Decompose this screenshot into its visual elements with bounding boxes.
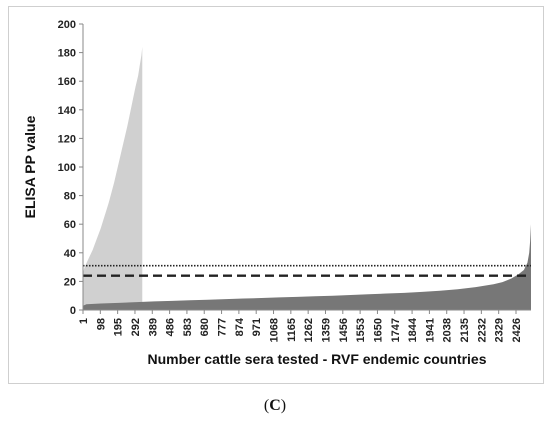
x-tick-label: 2329	[494, 318, 506, 342]
x-tick-label: 1359	[320, 318, 332, 342]
x-tick-label: 486	[165, 318, 177, 336]
x-tick-label: 971	[251, 318, 263, 336]
y-tick-label: 140	[58, 105, 76, 117]
y-tick-label: 100	[58, 162, 76, 174]
x-axis-title: Number cattle sera tested - RVF endemic …	[148, 351, 487, 367]
panel-caption: (C)	[0, 397, 550, 415]
x-tick-label: 1747	[390, 318, 402, 342]
y-tick-label: 120	[58, 133, 76, 145]
x-tick-label: 1456	[338, 318, 350, 342]
y-tick-label: 80	[64, 191, 76, 203]
elisa-pp-chart: 0 20 40 60 80 100 120 140 160 180 200 1 98 195 292 389…	[22, 19, 531, 367]
x-tick-label: 2426	[511, 318, 523, 342]
y-tick-label: 0	[70, 305, 76, 317]
y-tick-label: 200	[58, 19, 76, 31]
x-tick-label: 1	[78, 318, 90, 324]
x-tick-label: 874	[234, 317, 246, 336]
series-area-2	[83, 224, 531, 310]
x-tick-label: 1262	[303, 318, 315, 342]
x-tick-label: 195	[113, 318, 125, 336]
x-tick-label: 1165	[286, 318, 298, 342]
x-tick-label: 2038	[442, 318, 454, 342]
caption-close: )	[280, 397, 287, 414]
x-tick-label: 777	[217, 318, 229, 336]
y-tick-label: 40	[64, 248, 76, 260]
y-tick-label: 60	[64, 219, 76, 231]
x-tick-label: 2135	[459, 318, 471, 342]
x-tick-label: 389	[147, 318, 159, 336]
x-tick-label: 680	[199, 318, 211, 336]
y-tick-label: 180	[58, 48, 76, 60]
series-area-1	[83, 46, 143, 310]
y-tick-label: 160	[58, 76, 76, 88]
y-tick-label: 20	[64, 276, 76, 288]
x-tick-label: 2232	[476, 318, 488, 342]
x-tick-label: 1068	[269, 318, 281, 342]
x-tick-label: 292	[130, 318, 142, 336]
x-tick-label: 583	[182, 318, 194, 336]
x-tick-label: 1553	[355, 318, 367, 342]
x-tick-label: 1844	[407, 317, 419, 342]
x-tick-label: 1941	[424, 318, 436, 342]
caption-open: (	[263, 397, 270, 414]
caption-letter: C	[269, 397, 281, 414]
x-tick-label: 1650	[372, 318, 384, 342]
y-axis-title: ELISA PP value	[22, 115, 38, 218]
chart-frame: 0 20 40 60 80 100 120 140 160 180 200 1 98 195 292 389…	[8, 6, 544, 384]
x-tick-label: 98	[95, 318, 107, 330]
